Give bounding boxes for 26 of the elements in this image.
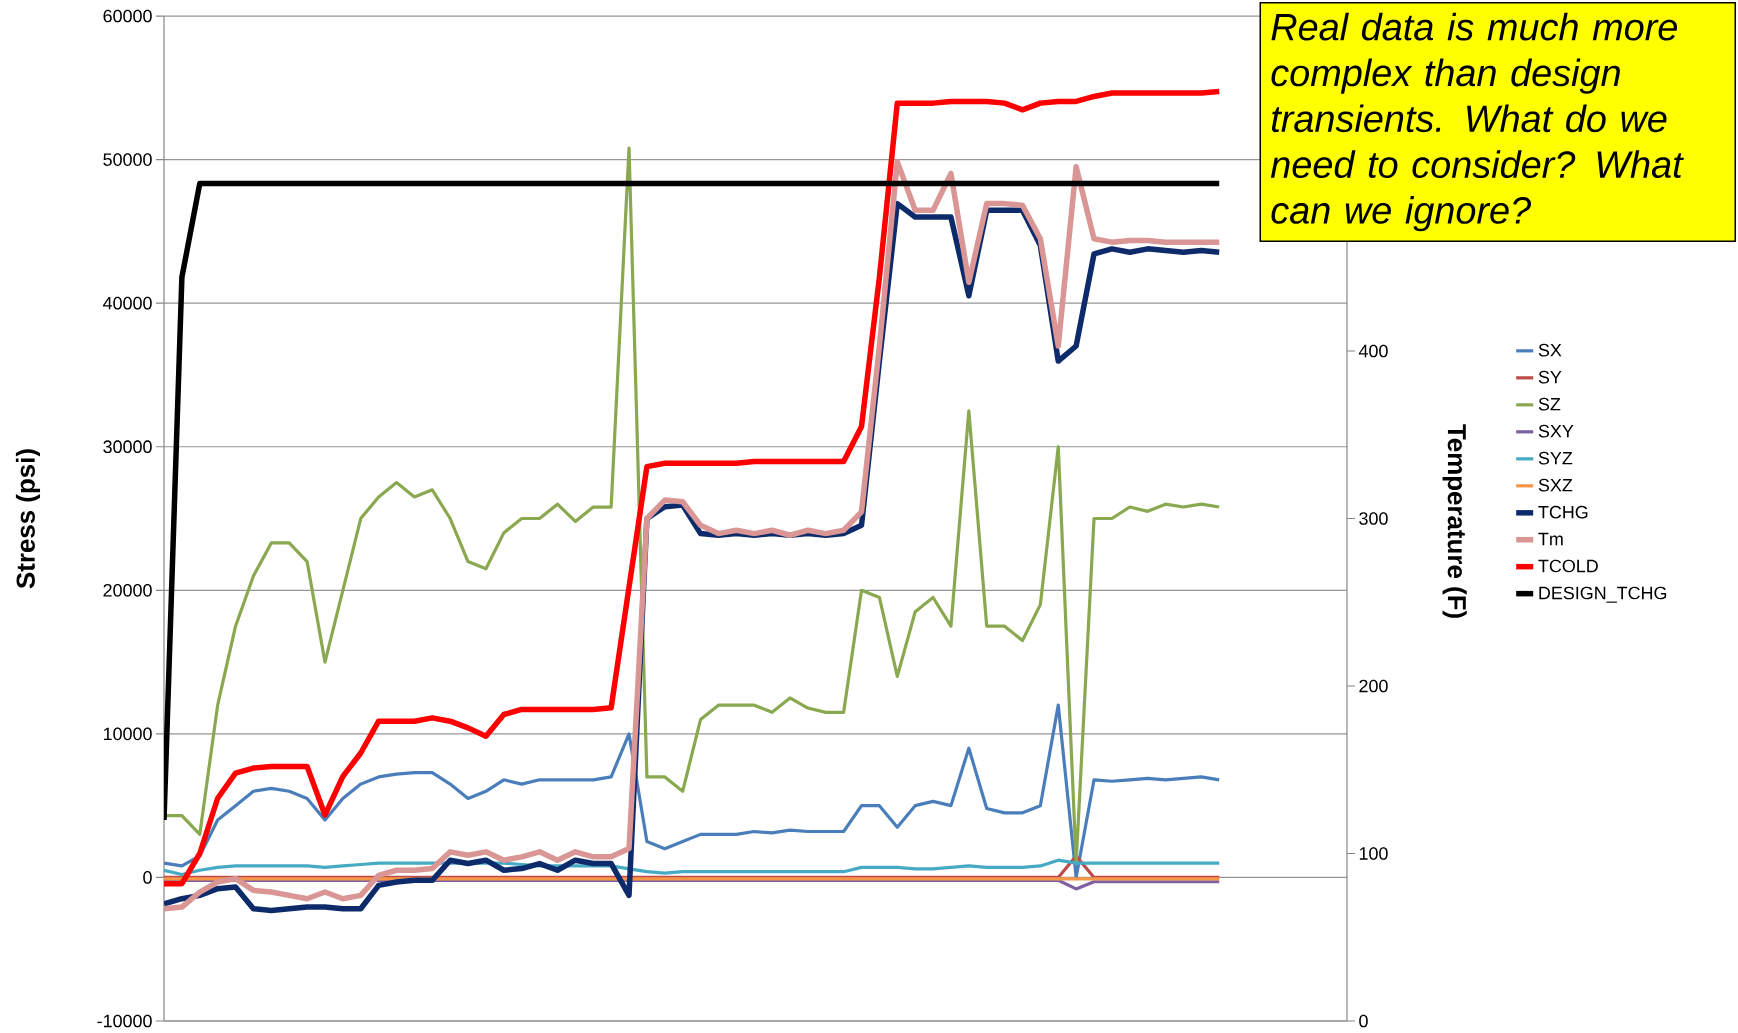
- y2-tick-label: 200: [1359, 679, 1388, 693]
- y2-axis-title: Temperature (F): [1442, 424, 1467, 618]
- y-tick-label: 50000: [103, 153, 152, 166]
- legend-label: SX: [1538, 343, 1562, 357]
- y-tick-label: 30000: [103, 440, 152, 454]
- y-tick-label: 10000: [103, 727, 152, 741]
- y2-tick-label: 0: [1359, 1014, 1368, 1028]
- y2-tick-label: 300: [1359, 512, 1388, 525]
- legend-label: SXY: [1538, 424, 1574, 438]
- legend-label: SZ: [1538, 397, 1561, 411]
- y2-tick-label: 400: [1358, 344, 1388, 358]
- y-axis-title: Stress (psi): [15, 449, 41, 589]
- text: Real data is much more complex than design transients. What do we need to consider? What can we ignore?: [1270, 12, 1684, 232]
- y2-tick-label: 100: [1359, 847, 1388, 860]
- legend-label: SYZ: [1538, 451, 1573, 465]
- legend-label: TCHG: [1538, 505, 1588, 519]
- legend-label: DESIGN_TCHG: [1539, 586, 1667, 603]
- legend-label: TCOLD: [1538, 559, 1598, 573]
- y-tick-label: 20000: [103, 583, 152, 597]
- legend-label: SXZ: [1538, 478, 1573, 492]
- y-tick-label: -10000: [97, 1014, 152, 1028]
- y-tick-label: 0: [143, 871, 152, 884]
- y-tick-label: 40000: [103, 296, 152, 310]
- legend-label: SY: [1538, 370, 1562, 384]
- y-tick-label: 60000: [103, 9, 152, 23]
- legend-label: Tm: [1538, 532, 1563, 546]
